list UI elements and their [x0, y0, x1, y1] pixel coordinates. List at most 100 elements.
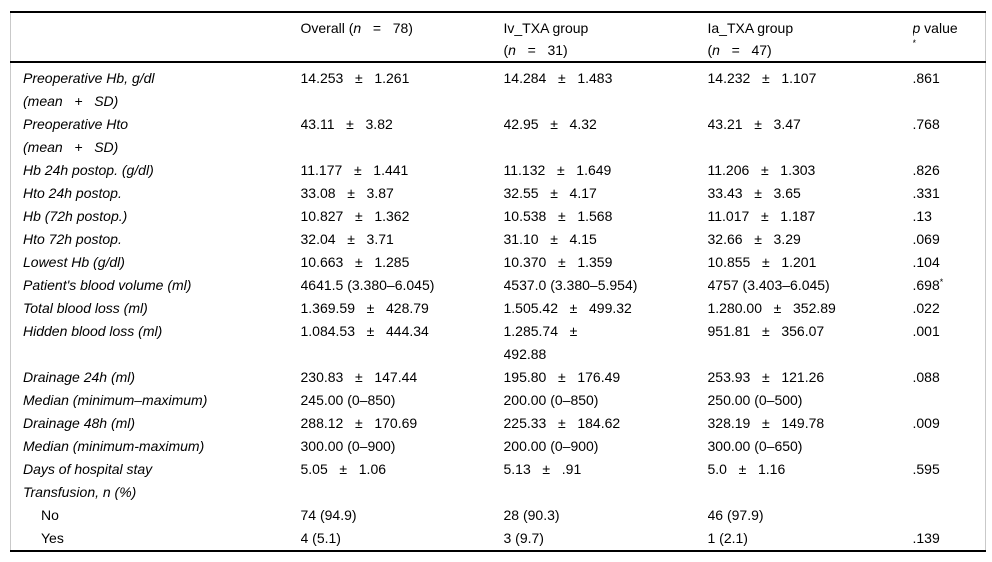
cell-iv: 32.55 ± 4.17 — [503, 185, 597, 201]
row-label: Patient's blood volume (ml) — [23, 277, 192, 293]
table-row: Median (minimum-maximum) 300.00 (0–900) … — [11, 435, 986, 458]
cell-overall: 230.83 ± 147.44 — [300, 369, 418, 385]
row-label: Lowest Hb (g/dl) — [23, 254, 125, 270]
cell-p: .009 — [912, 415, 940, 431]
cell-iv: 225.33 ± 184.62 — [503, 415, 621, 431]
cell-p — [913, 389, 986, 412]
cell-p: .139 — [912, 530, 940, 546]
table-row: Median (minimum–maximum) 245.00 (0–850) … — [11, 389, 986, 412]
cell-iv: 200.00 (0–900) — [503, 438, 599, 454]
cell-overall: 74 (94.9) — [300, 507, 357, 523]
cell-iv: 1.285.74 ± 492.88 — [503, 323, 578, 362]
cell-iv: 200.00 (0–850) — [503, 392, 599, 408]
cell-overall: 43.11 ± 3.82 — [300, 116, 393, 132]
cell-iv: 195.80 ± 176.49 — [503, 369, 621, 385]
cell-overall: 245.00 (0–850) — [300, 392, 396, 408]
cell-overall: 11.177 ± 1.441 — [300, 162, 409, 178]
cell-overall: 10.663 ± 1.285 — [300, 254, 410, 270]
cell-overall: 5.05 ± 1.06 — [300, 461, 387, 477]
row-label: Drainage 48h (ml) — [23, 415, 136, 431]
table-row: Yes 4 (5.1) 3 (9.7) 1 (2.1) .139 — [11, 527, 986, 551]
cell-overall: 33.08 ± 3.87 — [300, 185, 394, 201]
p-value-asterisk: * — [939, 277, 944, 287]
cell-ia: 33.43 ± 3.65 — [707, 185, 801, 201]
cell-iv: 10.538 ± 1.568 — [503, 208, 613, 224]
cell-p: .861 — [912, 70, 940, 86]
cell-overall: 32.04 ± 3.71 — [300, 231, 394, 247]
row-label: No — [41, 507, 59, 523]
table-row: Hto 72h postop. 32.04 ± 3.71 31.10 ± 4.1… — [11, 228, 986, 251]
cell-ia: 1.280.00 ± 352.89 — [707, 300, 836, 316]
table-row: Drainage 24h (ml) 230.83 ± 147.44 195.80… — [11, 366, 986, 389]
cell-ia: 250.00 (0–500) — [707, 392, 803, 408]
cell-p: .13 — [912, 208, 932, 224]
cell-iv: 5.13 ± .91 — [503, 461, 582, 477]
footnote-asterisk: * — [912, 38, 917, 48]
table-row: Preoperative Hto (mean + SD) 43.11 ± 3.82… — [11, 113, 986, 159]
cell-ia: 253.93 ± 121.26 — [707, 369, 825, 385]
table-row: No 74 (94.9) 28 (90.3) 46 (97.9) — [11, 504, 986, 527]
cell-overall: 10.827 ± 1.362 — [300, 208, 410, 224]
cell-ia: 1 (2.1) — [707, 530, 748, 546]
cell-ia: 14.232 ± 1.107 — [707, 70, 817, 86]
cell-p: .088 — [912, 369, 940, 385]
table-row: Drainage 48h (ml) 288.12 ± 170.69 225.33… — [11, 412, 986, 435]
table-header: Overall (n = 78) Iv_TXA group (n = 31) I… — [10, 12, 986, 62]
row-label: Hidden blood loss (ml) — [23, 323, 163, 339]
cell-ia: 951.81 ± 356.07 — [707, 323, 825, 339]
table-row: Preoperative Hb, g/dl (mean + SD) 14.253 … — [11, 62, 986, 113]
table-row: Patient's blood volume (ml) 4641.5 (3.38… — [11, 274, 986, 297]
cell-p: .331 — [912, 185, 940, 201]
header-iv-group: Iv_TXA group (n = 31) — [503, 20, 589, 58]
italic-n: n — [712, 42, 720, 58]
table-row: Total blood loss (ml) 1.369.59 ± 428.79 … — [11, 297, 986, 320]
cell-ia — [708, 481, 913, 504]
cell-iv — [504, 481, 708, 504]
cell-iv: 1.505.42 ± 499.32 — [503, 300, 632, 316]
cell-overall: 1.369.59 ± 428.79 — [300, 300, 429, 316]
table-row: Hto 24h postop. 33.08 ± 3.87 32.55 ± 4.1… — [11, 182, 986, 205]
table-row: Hb 24h postop. (g/dl) 11.177 ± 1.441 11.… — [11, 159, 986, 182]
table-row: Hb (72h postop.) 10.827 ± 1.362 10.538 ±… — [11, 205, 986, 228]
table-row: Lowest Hb (g/dl) 10.663 ± 1.285 10.370 ±… — [11, 251, 986, 274]
cell-p: .595 — [912, 461, 940, 477]
header-corner — [11, 12, 301, 62]
row-label: Hto 72h postop. — [23, 231, 122, 247]
cell-p — [913, 504, 986, 527]
cell-iv: 31.10 ± 4.15 — [503, 231, 597, 247]
cell-ia: 11.206 ± 1.303 — [707, 162, 816, 178]
cell-iv: 3 (9.7) — [503, 530, 544, 546]
statistics-table: Overall (n = 78) Iv_TXA group (n = 31) I… — [10, 11, 986, 552]
row-label: Median (minimum-maximum) — [23, 438, 205, 454]
cell-p: .826 — [912, 162, 940, 178]
header-ia-group: Ia_TXA group (n = 47) — [707, 20, 794, 58]
row-label: Preoperative Hb, g/dl (mean + SD) — [23, 70, 155, 109]
cell-ia: 32.66 ± 3.29 — [707, 231, 801, 247]
row-label: Total blood loss (ml) — [23, 300, 148, 316]
header-p-value: p value * — [913, 12, 986, 62]
cell-iv: 10.370 ± 1.359 — [503, 254, 613, 270]
cell-p: .069 — [912, 231, 940, 247]
cell-overall: 300.00 (0–900) — [300, 438, 396, 454]
table-row: Days of hospital stay 5.05 ± 1.06 5.13 ±… — [11, 458, 986, 481]
cell-ia: 10.855 ± 1.201 — [707, 254, 817, 270]
cell-p: .001 — [912, 323, 940, 339]
table-row: Transfusion, n (%) — [11, 481, 986, 504]
row-label: Yes — [41, 530, 64, 546]
row-label: Days of hospital stay — [23, 461, 153, 477]
cell-ia: 5.0 ± 1.16 — [707, 461, 786, 477]
row-label: Hto 24h postop. — [23, 185, 122, 201]
cell-p: .698* — [912, 277, 944, 293]
header-row: Overall (n = 78) Iv_TXA group (n = 31) I… — [11, 12, 986, 62]
cell-p: .022 — [912, 300, 940, 316]
cell-overall: 4 (5.1) — [300, 530, 341, 546]
header-overall: Overall (n = 78) — [300, 20, 413, 36]
row-label: Transfusion, n (%) — [23, 484, 137, 500]
row-label: Median (minimum–maximum) — [23, 392, 208, 408]
cell-overall: 1.084.53 ± 444.34 — [300, 323, 429, 339]
cell-p: .768 — [912, 116, 940, 132]
cell-overall: 288.12 ± 170.69 — [300, 415, 418, 431]
cell-p — [913, 435, 986, 458]
cell-ia: 43.21 ± 3.47 — [707, 116, 801, 132]
